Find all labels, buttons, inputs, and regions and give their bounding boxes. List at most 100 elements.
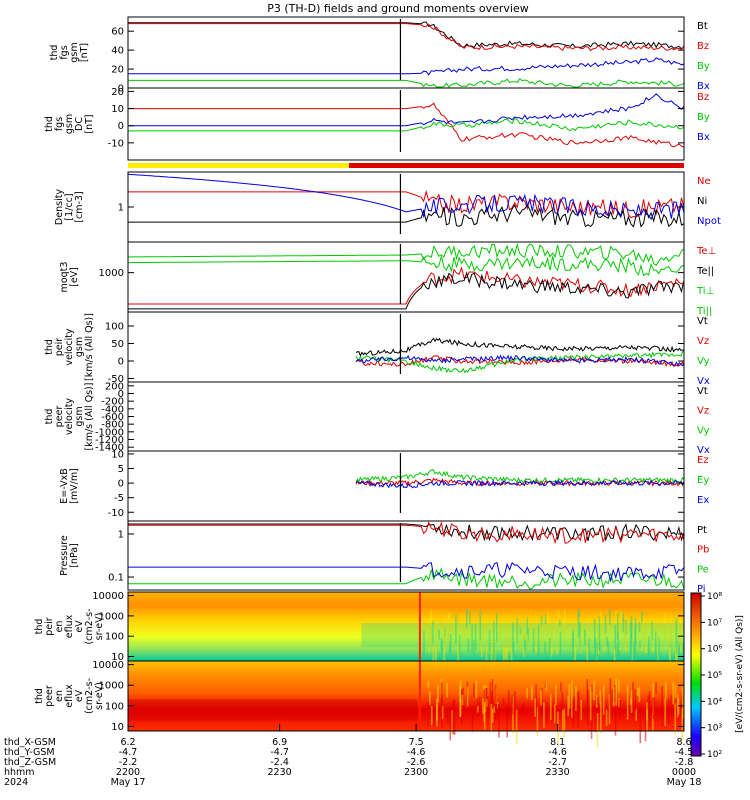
- spectrogram-streak: [473, 683, 475, 698]
- spectrogram-streak: [674, 703, 677, 735]
- spectrogram-streak: [449, 705, 452, 741]
- spectrogram-streak: [561, 710, 564, 732]
- spectrogram-streak: [544, 614, 547, 625]
- spectrogram-streak: [427, 701, 430, 727]
- x-axis-value: 6.2: [120, 737, 135, 748]
- x-axis-value: 2330: [546, 767, 570, 778]
- x-axis-value: 0000: [672, 767, 696, 778]
- spectrogram-streak: [609, 678, 612, 707]
- spectrogram-streak: [590, 708, 593, 739]
- y-tick-label: 20: [111, 87, 124, 98]
- spectrogram-streak: [451, 709, 454, 734]
- legend-pe: Pe: [697, 564, 709, 575]
- spectrogram-streak: [491, 691, 493, 706]
- spectrogram-streak: [596, 694, 598, 708]
- y-tick-label: 1: [118, 529, 124, 540]
- spectrogram-streak: [643, 621, 645, 642]
- x-axis-value: 2300: [404, 767, 428, 778]
- spectrogram-streak: [641, 611, 643, 623]
- spectrogram-streak: [572, 699, 575, 729]
- spectrogram-streak: [586, 640, 589, 667]
- y-axis-label: peir: [54, 338, 65, 357]
- legend-ez: Ez: [697, 455, 709, 466]
- spectrogram-streak: [661, 708, 664, 727]
- spectrogram-streak: [440, 682, 443, 708]
- spectrogram-streak: [577, 692, 579, 729]
- spectrogram-streak: [622, 619, 625, 633]
- spectrogram-streak: [587, 690, 589, 727]
- legend-ni: Ni: [697, 196, 707, 207]
- x-axis-value: 8.6: [676, 737, 691, 748]
- spectrogram-streak: [480, 643, 483, 658]
- legend-vx: Vx: [697, 376, 710, 387]
- y-tick-label: 10000: [92, 660, 124, 671]
- series-pi-line: [128, 562, 685, 583]
- spectrogram-streak: [596, 642, 598, 674]
- spectrogram-streak: [653, 697, 656, 709]
- spectrogram-streak: [484, 614, 487, 630]
- spectrogram-streak: [638, 686, 641, 703]
- spectrogram-streak: [619, 642, 621, 651]
- colorbar-tick-label: 10²: [707, 750, 722, 760]
- colorbar-tick-label: 10⁶: [707, 645, 722, 655]
- spectrogram-streak: [515, 709, 518, 744]
- spectrogram-streak: [614, 624, 616, 650]
- y-axis-label: eflux: [64, 614, 75, 638]
- x-axis-value: 2230: [268, 767, 292, 778]
- spectrogram-streak: [497, 703, 500, 712]
- spectrogram-streak: [563, 708, 566, 738]
- spectrogram-streak: [436, 698, 438, 727]
- spectrogram-streak: [652, 697, 655, 720]
- y-tick-label: 0: [118, 357, 124, 368]
- spectrogram-streak: [667, 710, 670, 720]
- y-axis-label: [km/s (All Qs)]: [84, 383, 95, 451]
- y-tick-label: 1000: [99, 611, 124, 622]
- spectrogram-streak: [457, 640, 459, 676]
- y-axis-label: [nPa]: [69, 543, 80, 568]
- series-vx-line: [355, 354, 685, 367]
- panel-frame: [127, 87, 685, 161]
- y-axis-label: en: [54, 621, 65, 633]
- x-axis-value: -4.5: [675, 747, 694, 758]
- spectrogram-streak: [663, 612, 666, 638]
- y-tick-label: 10000: [92, 591, 124, 602]
- y-axis-label: gsm: [74, 406, 85, 426]
- legend-pi: Pi: [697, 584, 706, 595]
- spectrogram-streak: [630, 615, 633, 639]
- spectrogram-streak: [611, 689, 614, 702]
- spectrogram-streak: [535, 684, 537, 716]
- spectrogram-streak: [630, 690, 633, 713]
- spectrogram-streak: [491, 708, 494, 723]
- series-npot-line: [127, 173, 685, 221]
- spectrogram-streak: [427, 680, 430, 689]
- spectrogram-streak: [468, 610, 471, 625]
- spectrogram-streak: [502, 697, 505, 706]
- series-ne-line: [128, 189, 685, 219]
- y-tick-label: -10: [108, 138, 124, 149]
- spectrogram-streak: [669, 635, 671, 666]
- spectrogram-streak: [549, 694, 552, 720]
- spectrogram-streak: [461, 694, 464, 705]
- spectrogram-streak: [483, 701, 486, 730]
- y-axis-label: peer: [54, 406, 65, 428]
- spectrogram-streak: [493, 621, 495, 642]
- x-axis-value: -2.2: [119, 757, 138, 768]
- legend-ti: Ti||: [696, 306, 712, 317]
- spectrogram-streak: [622, 612, 625, 623]
- spectrogram-streak: [600, 621, 602, 635]
- y-axis-label: eV: [74, 620, 85, 633]
- legend-vz: Vz: [697, 406, 709, 417]
- legend-bt: Bt: [697, 21, 708, 32]
- spectrogram-streak: [596, 713, 599, 748]
- spectrogram-streak: [575, 686, 577, 711]
- panel-frame: [127, 381, 685, 452]
- spectrogram-streak: [485, 687, 487, 715]
- y-axis-label: [eV]: [69, 267, 80, 287]
- spectrogram-streak: [466, 686, 469, 707]
- x-axis-value: 7.5: [409, 737, 424, 748]
- spectrogram-streak: [465, 609, 468, 629]
- spectrogram-streak: [489, 681, 492, 714]
- spectrogram-streak: [441, 705, 444, 720]
- legend-bx: Bx: [697, 132, 710, 143]
- series-ex-line: [355, 479, 685, 489]
